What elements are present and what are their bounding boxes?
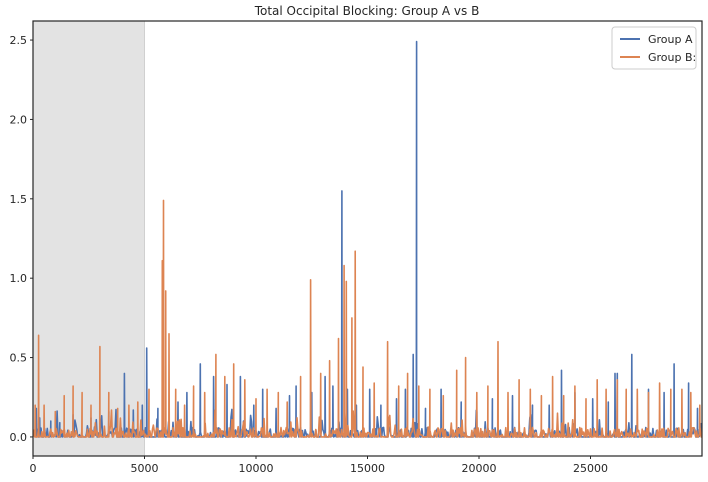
x-tick-label: 5000 [131, 462, 159, 475]
chart-title: Total Occipital Blocking: Group A vs B [254, 4, 480, 18]
y-tick-label: 0.5 [10, 352, 28, 365]
y-tick-label: 2.5 [10, 34, 28, 47]
legend: Group A Group B: [611, 26, 697, 70]
x-tick-label: 15000 [350, 462, 385, 475]
y-tick-label: 1.0 [10, 272, 28, 285]
x-tick-label: 25000 [573, 462, 608, 475]
legend-box [611, 26, 697, 70]
y-tick-label: 1.5 [10, 193, 28, 206]
x-tick-label: 0 [30, 462, 37, 475]
series-line-group-b [33, 199, 702, 438]
shaded-baseline-region [33, 21, 145, 456]
y-tick-label: 2.0 [10, 113, 28, 126]
x-tick-label: 20000 [462, 462, 497, 475]
legend-entry: Group B: [648, 51, 696, 64]
y-tick-label: 0.0 [10, 431, 28, 444]
x-tick-label: 10000 [239, 462, 274, 475]
legend-entry: Group A [648, 33, 693, 46]
